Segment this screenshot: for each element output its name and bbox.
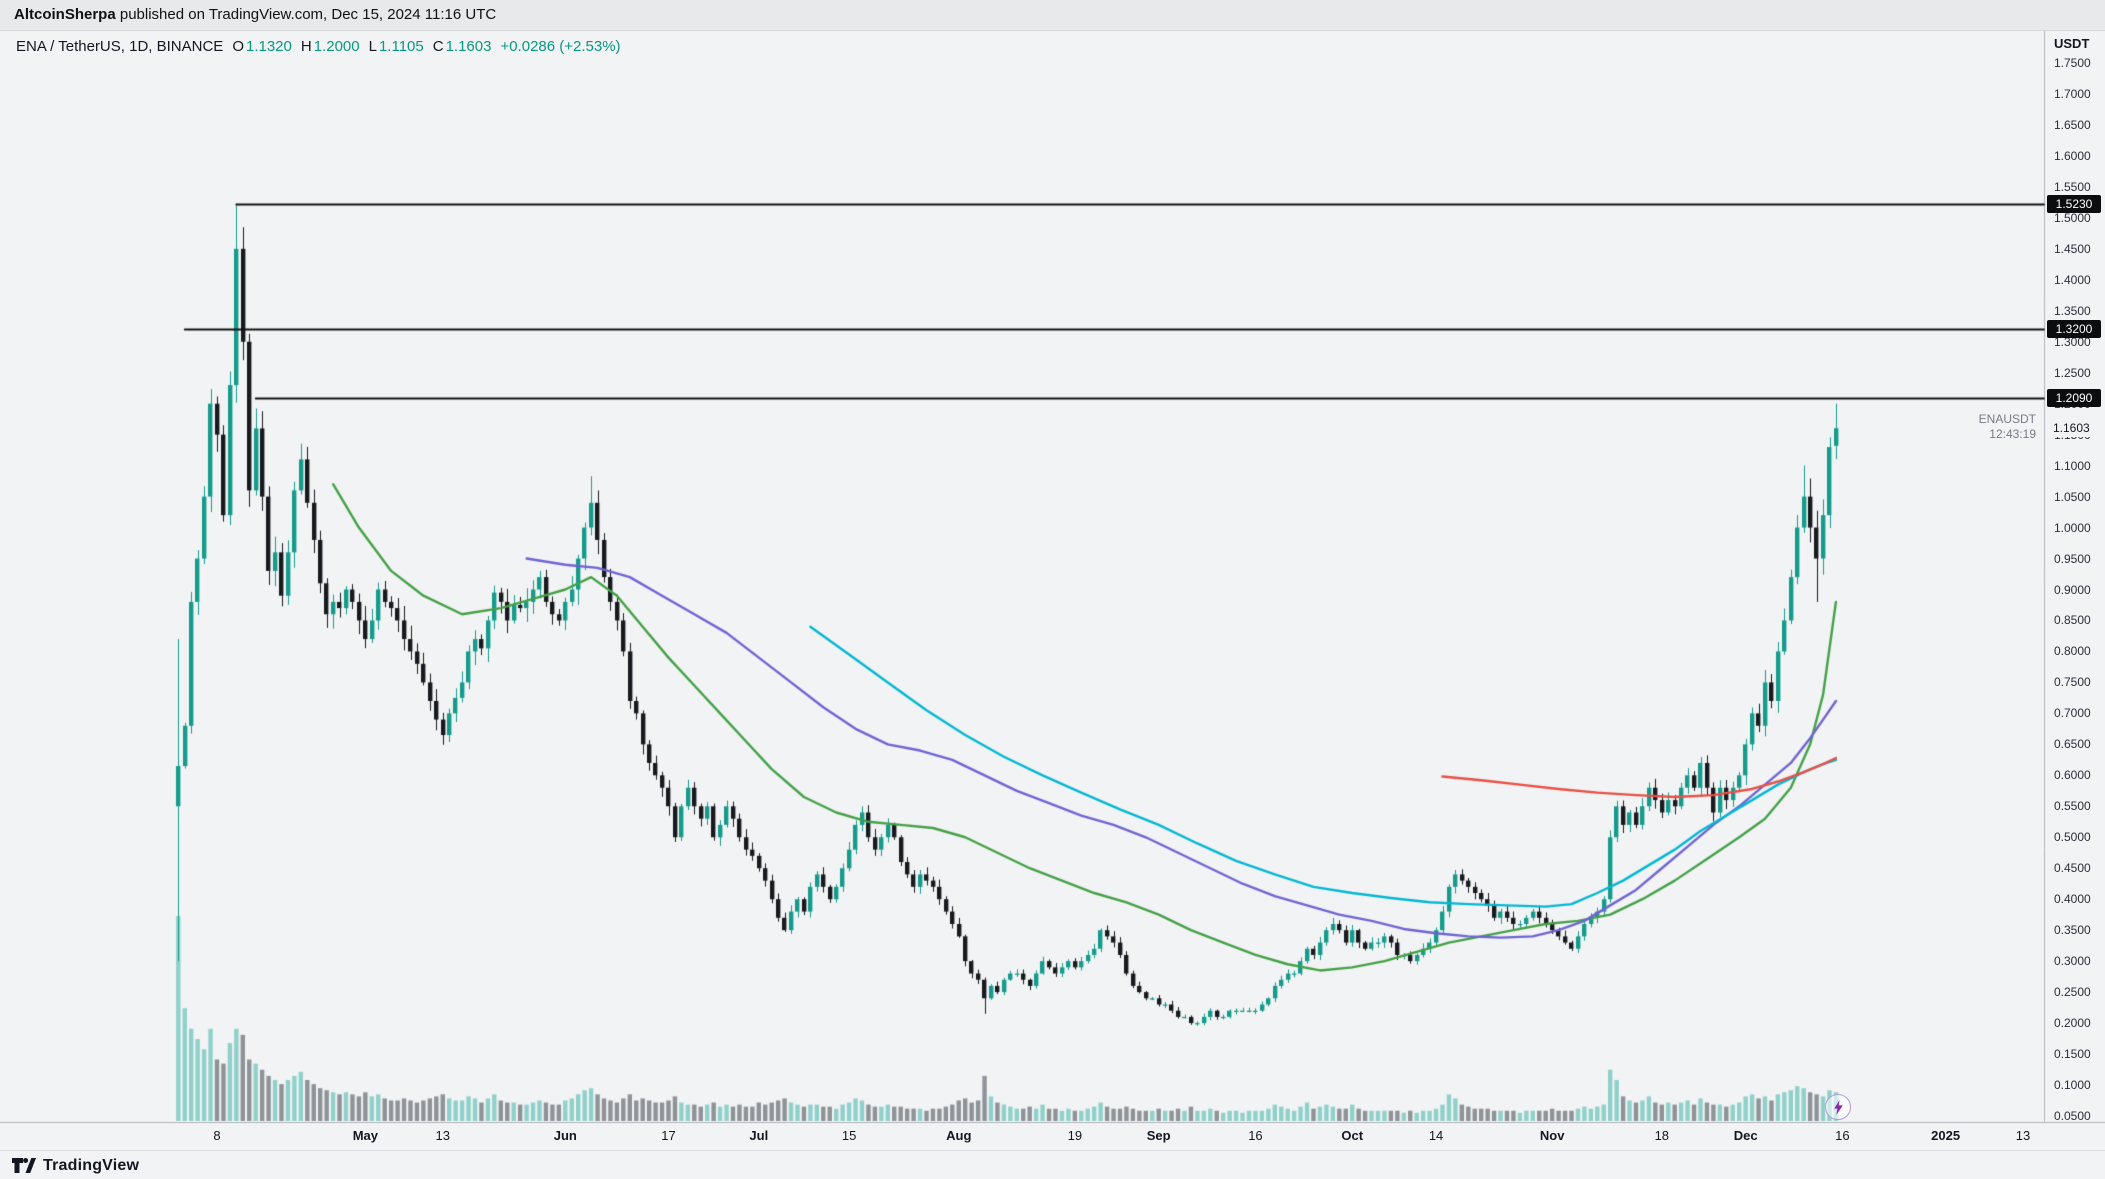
time-axis-label: 13 bbox=[2015, 1128, 2031, 1143]
attribution-text: published on TradingView.com, Dec 15, 20… bbox=[115, 6, 497, 23]
price-tick-label: 0.7500 bbox=[2054, 675, 2091, 690]
price-tick-label: 0.4000 bbox=[2054, 892, 2091, 907]
change-value: +0.0286 (+2.53%) bbox=[500, 38, 621, 55]
price-tick-label: 1.6500 bbox=[2054, 117, 2091, 132]
time-axis-label: Oct bbox=[1341, 1128, 1364, 1143]
time-axis-label: Nov bbox=[1539, 1128, 1565, 1143]
lightning-bolt-icon bbox=[1833, 1099, 1843, 1115]
time-axis-label: 18 bbox=[1654, 1128, 1670, 1143]
price-tick-label: 1.6000 bbox=[2054, 148, 2091, 163]
time-axis-label: Jul bbox=[749, 1128, 769, 1143]
price-tick-label: 0.5500 bbox=[2054, 799, 2091, 814]
price-tick-label: 1.1000 bbox=[2054, 458, 2091, 473]
time-axis-label: 14 bbox=[1428, 1128, 1444, 1143]
time-axis-label: 8 bbox=[213, 1128, 221, 1143]
price-tick-label: 1.4500 bbox=[2054, 241, 2091, 256]
time-axis-label: 17 bbox=[661, 1128, 676, 1143]
low-value: 1.1105 bbox=[378, 38, 424, 55]
price-tick-label: 0.7000 bbox=[2054, 706, 2091, 721]
price-tick-label: 0.3000 bbox=[2054, 954, 2091, 969]
time-axis-label: 15 bbox=[841, 1128, 857, 1143]
time-axis-label: Jun bbox=[553, 1128, 577, 1143]
time-axis-label: Sep bbox=[1146, 1128, 1171, 1143]
time-axis-label: Aug bbox=[946, 1128, 972, 1143]
current-symbol: ENAUSDT bbox=[1978, 412, 2036, 427]
price-tick-label: 1.5500 bbox=[2054, 179, 2091, 194]
close-value: 1.1603 bbox=[445, 38, 492, 55]
time-axis-label: 19 bbox=[1067, 1128, 1083, 1143]
flash-icon[interactable] bbox=[1825, 1094, 1851, 1120]
time-axis-label: May bbox=[352, 1128, 378, 1143]
price-tick-label: 0.8500 bbox=[2054, 613, 2091, 628]
price-tick-label: 0.8000 bbox=[2054, 644, 2091, 659]
price-tick-label: 0.9500 bbox=[2054, 551, 2091, 566]
price-tick-label: 0.6500 bbox=[2054, 737, 2091, 752]
price-tick-label: 1.2500 bbox=[2054, 365, 2091, 380]
price-level-tag: 1.5230 bbox=[2047, 194, 2101, 213]
high-value: 1.2000 bbox=[313, 38, 360, 55]
low-label: L bbox=[368, 38, 377, 55]
author-name: AltcoinSherpa bbox=[14, 6, 116, 23]
time-axis-label: Dec bbox=[1733, 1128, 1758, 1143]
price-tick-label: 0.1000 bbox=[2054, 1078, 2091, 1093]
price-level-tag: 1.3200 bbox=[2047, 320, 2101, 339]
price-tick-label: 1.5000 bbox=[2054, 210, 2091, 225]
symbol-info-bar: ENA / TetherUS, 1D, BINANCE O 1.1320 H 1.2… bbox=[16, 38, 621, 55]
time-axis-label: 2025 bbox=[1931, 1128, 1961, 1143]
price-tick-label: 1.0000 bbox=[2054, 520, 2091, 535]
price-tick-label: 0.4500 bbox=[2054, 861, 2091, 876]
price-tick-label: 0.5000 bbox=[2054, 830, 2091, 845]
attribution-bar: AltcoinSherpa published on TradingView.c… bbox=[0, 0, 2105, 31]
price-tick-label: 0.2000 bbox=[2054, 1016, 2091, 1031]
price-tick-label: 1.4000 bbox=[2054, 272, 2091, 287]
price-tick-label: 1.3500 bbox=[2054, 303, 2091, 318]
price-tick-label: 1.7000 bbox=[2054, 86, 2091, 101]
time-axis-label: 16 bbox=[1835, 1128, 1850, 1143]
tradingview-brand[interactable]: TradingView bbox=[43, 1156, 140, 1174]
current-price-label: 1.1603 bbox=[2049, 419, 2094, 438]
price-tick-label: 0.1500 bbox=[2054, 1047, 2091, 1062]
high-label: H bbox=[300, 38, 312, 55]
close-label: C bbox=[432, 38, 444, 55]
price-tick-label: 0.3500 bbox=[2054, 923, 2091, 938]
price-tick-label: 1.3000 bbox=[2054, 334, 2091, 349]
price-tick-label: 0.2500 bbox=[2054, 985, 2091, 1000]
time-axis-label: 13 bbox=[435, 1128, 450, 1143]
countdown-timer: 12:43:19 bbox=[1989, 427, 2036, 442]
price-tick-label: 0.0500 bbox=[2054, 1109, 2091, 1123]
price-tick-label: 1.0500 bbox=[2054, 489, 2091, 504]
price-level-tag: 1.2090 bbox=[2047, 389, 2101, 408]
price-axis-currency: USDT bbox=[2054, 36, 2090, 51]
current-price-info: ENAUSDT 12:43:19 bbox=[1979, 412, 2036, 442]
open-value: 1.1320 bbox=[245, 38, 292, 55]
open-label: O bbox=[232, 38, 244, 55]
price-tick-label: 0.6000 bbox=[2054, 768, 2091, 783]
footer-bar: TradingView bbox=[0, 1150, 2105, 1179]
tradingview-logo-icon[interactable] bbox=[12, 1156, 36, 1175]
time-axis-label: 16 bbox=[1248, 1128, 1263, 1143]
price-tick-label: 1.7500 bbox=[2054, 56, 2091, 70]
price-tick-label: 0.9000 bbox=[2054, 582, 2091, 597]
symbol-title[interactable]: ENA / TetherUS, 1D, BINANCE bbox=[16, 38, 224, 55]
